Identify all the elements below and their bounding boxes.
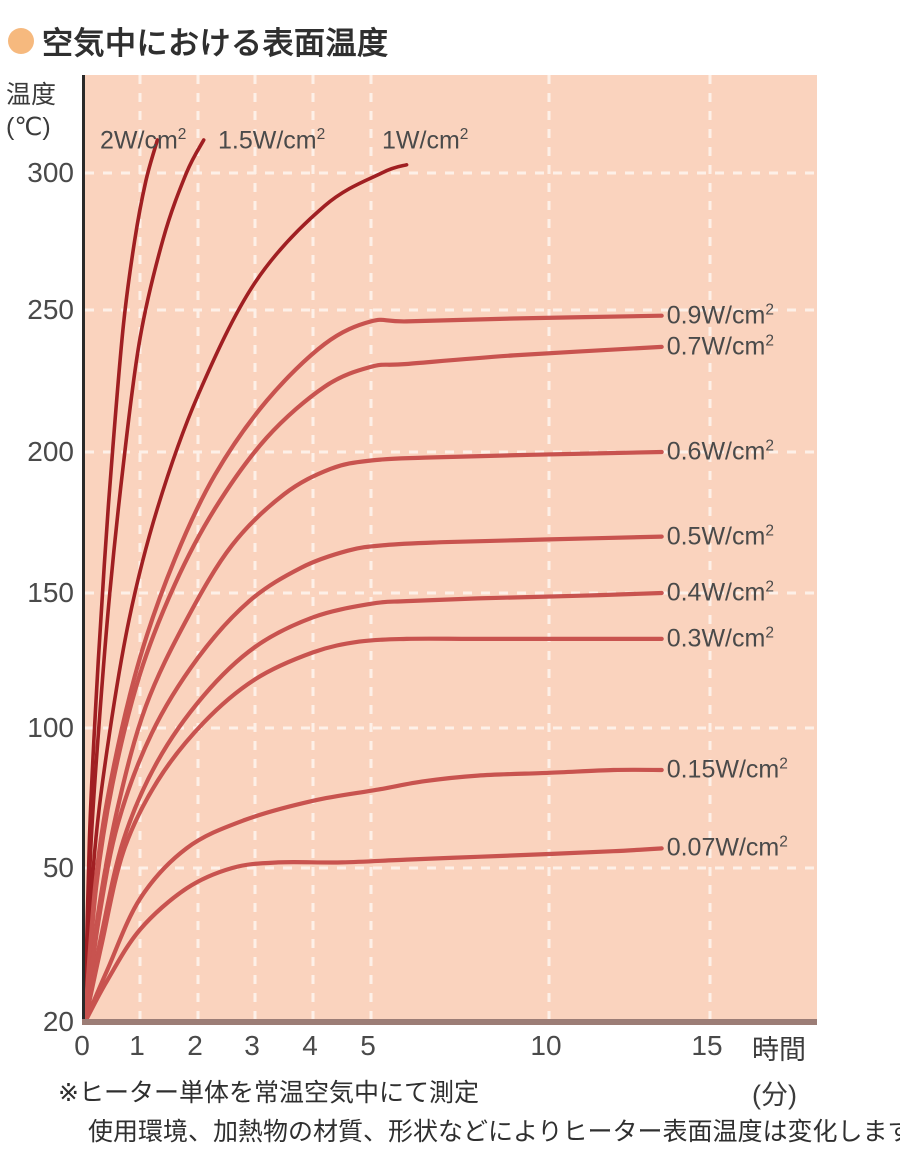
curve-1W-cm2	[85, 163, 409, 1022]
curve-0-07W-cm2	[85, 846, 664, 1022]
series-label-sup: 2	[779, 833, 788, 851]
y-tick-20: 20	[42, 1006, 74, 1037]
x-axis-title: 時間	[752, 1035, 806, 1065]
page-title: 空気中における表面温度	[8, 18, 389, 63]
chart-svg	[85, 75, 817, 1022]
y-tick-150: 150	[27, 577, 74, 608]
series-label-sup: 2	[779, 755, 788, 773]
series-label-sup: 2	[765, 578, 774, 596]
series-label-0.15Wcm: 0.15W/cm2	[667, 755, 788, 784]
x-tick-15: 15	[691, 1030, 723, 1061]
series-label-0.5Wcm: 0.5W/cm2	[667, 522, 774, 551]
y-tick-300: 300	[27, 157, 74, 188]
x-tick-0: 0	[74, 1030, 90, 1061]
y-tick-50: 50	[42, 852, 74, 883]
series-label-text: 0.7W/cm	[666, 332, 766, 361]
series-label-0.6Wcm: 0.6W/cm2	[667, 437, 774, 466]
series-label-0.7Wcm: 0.7W/cm2	[667, 332, 774, 361]
x-tick-3: 3	[244, 1030, 260, 1061]
x-axis-unit: (分)	[752, 1080, 797, 1110]
series-label-sup: 2	[765, 521, 774, 539]
curve-2W-cm2	[85, 138, 160, 1022]
series-label-0.07Wcm: 0.07W/cm2	[667, 834, 788, 863]
y-axis-unit: (℃)	[6, 113, 51, 141]
x-tick-4: 4	[302, 1030, 318, 1061]
series-label-sup: 2	[316, 126, 326, 143]
series-label-1.5Wcm: 1.5W/cm2	[218, 126, 325, 155]
series-label-text: 0.9W/cm	[666, 301, 766, 330]
series-label-text: 1W/cm	[382, 126, 460, 155]
page-title-text: 空気中における表面温度	[42, 26, 389, 61]
bullet-icon	[8, 27, 34, 54]
series-label-sup: 2	[459, 126, 469, 143]
series-label-text: 2W/cm	[100, 126, 178, 155]
x-axis-baseline	[82, 1019, 817, 1025]
curve-0-6W-cm2	[85, 449, 664, 1022]
curve-0-3W-cm2	[85, 636, 664, 1022]
footnote-line-1: ※ヒーター単体を常温空気中にて測定	[58, 1079, 479, 1107]
series-label-sup: 2	[765, 624, 774, 642]
series-label-text: 0.5W/cm	[666, 522, 766, 551]
y-axis-ticks: 300 250 200 150 100 50 20	[0, 0, 74, 1162]
series-label-text: 0.4W/cm	[666, 578, 766, 607]
curve-0-5W-cm2	[85, 534, 664, 1022]
x-tick-5: 5	[360, 1030, 376, 1061]
series-label-sup: 2	[177, 126, 187, 143]
series-label-text: 0.3W/cm	[666, 624, 766, 653]
chart-plot-area	[82, 75, 817, 1022]
series-label-text: 0.07W/cm	[666, 834, 780, 863]
series-label-sup: 2	[765, 437, 774, 455]
y-tick-200: 200	[27, 436, 74, 467]
curve-0-15W-cm2	[85, 767, 664, 1022]
series-label-1Wcm: 1W/cm2	[382, 126, 468, 155]
series-label-sup: 2	[765, 332, 774, 350]
curve-1-5W-cm2	[85, 138, 206, 1022]
x-tick-2: 2	[187, 1030, 203, 1061]
y-axis-title: 温度	[6, 81, 57, 109]
series-label-0.3Wcm: 0.3W/cm2	[667, 624, 774, 653]
y-tick-100: 100	[27, 712, 74, 743]
x-tick-1: 1	[129, 1030, 145, 1061]
y-tick-250: 250	[27, 294, 74, 325]
series-label-0.9Wcm: 0.9W/cm2	[667, 301, 774, 330]
series-label-0.4Wcm: 0.4W/cm2	[667, 578, 774, 607]
curve-group	[85, 138, 664, 1022]
curve-0-7W-cm2	[85, 344, 664, 1022]
series-label-text: 1.5W/cm	[218, 126, 317, 155]
x-tick-10: 10	[530, 1030, 562, 1061]
series-label-text: 0.15W/cm	[666, 755, 780, 784]
curve-0-9W-cm2	[85, 313, 664, 1022]
series-label-2Wcm: 2W/cm2	[100, 126, 186, 155]
series-label-text: 0.6W/cm	[666, 437, 766, 466]
series-label-sup: 2	[765, 301, 774, 319]
curve-0-4W-cm2	[85, 590, 664, 1022]
footnote-line-2: 使用環境、加熱物の材質、形状などによりヒーター表面温度は変化します。	[88, 1118, 900, 1146]
